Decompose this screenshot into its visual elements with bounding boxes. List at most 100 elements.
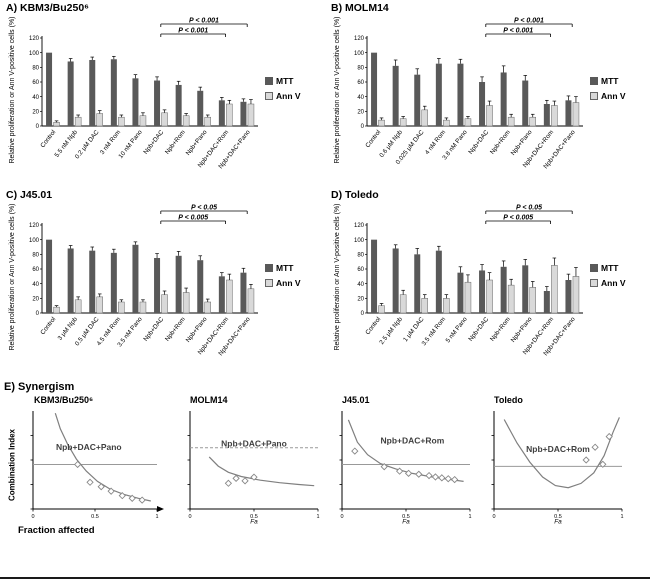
svg-text:100: 100 — [29, 238, 40, 244]
svg-text:60: 60 — [357, 267, 364, 273]
mtt-swatch-icon — [590, 77, 598, 85]
combination-index-text: Combination Index — [7, 429, 16, 501]
legend-label-annv: Ann V — [276, 91, 301, 101]
mini-plot-kbm3: KBM3/Bu250⁶ Combination Index 0 0.5 1 Npb+D… — [4, 395, 176, 536]
svg-text:Npb+Rom: Npb+Rom — [489, 316, 512, 343]
legend-label-annv: Ann V — [601, 278, 626, 288]
y-axis-label-c: Relative proliferation or Ann V-positive… — [4, 201, 22, 373]
svg-text:0.5: 0.5 — [402, 514, 410, 520]
svg-text:0: 0 — [492, 514, 495, 520]
svg-text:0: 0 — [188, 514, 191, 520]
svg-text:1 μM DAC: 1 μM DAC — [402, 316, 426, 344]
synergism-title: E) Synergism — [4, 381, 75, 393]
svg-text:3 μM Npb: 3 μM Npb — [57, 316, 80, 342]
svg-text:Control: Control — [39, 316, 57, 336]
annv-swatch-icon — [265, 92, 273, 100]
synergism-panel: E) Synergism KBM3/Bu250⁶ Combination Ind… — [0, 381, 650, 536]
svg-text:0: 0 — [340, 514, 343, 520]
y-axis-label-text: Relative proliferation or Ann V-positive… — [333, 16, 341, 164]
svg-text:Npb+DAC+Rom: Npb+DAC+Rom — [381, 435, 445, 445]
svg-text:0: 0 — [36, 311, 40, 317]
svg-text:20: 20 — [32, 110, 39, 116]
svg-text:Control: Control — [39, 129, 57, 149]
mini-plot-toledo: Toledo 0 0.5 1 Npb+DAC+Rom Fa — [480, 395, 632, 536]
chart-row-d: Relative proliferation or Ann V-positive… — [329, 201, 650, 373]
mini-title-j4501: J45.01 — [342, 395, 370, 405]
svg-text:Npb+DAC+Pano: Npb+DAC+Pano — [221, 438, 287, 448]
legend-item-mtt: MTT — [590, 76, 626, 86]
legend-label-mtt: MTT — [276, 76, 294, 86]
panel-title-c: C) J45.01 — [6, 189, 53, 201]
legend-item-annv: Ann V — [265, 91, 301, 101]
legend-label-annv: Ann V — [276, 278, 301, 288]
svg-text:60: 60 — [32, 80, 39, 86]
svg-text:120: 120 — [354, 36, 365, 42]
legend-item-mtt: MTT — [590, 263, 626, 273]
legend-label-annv: Ann V — [601, 91, 626, 101]
y-axis-label-d: Relative proliferation or Ann V-positive… — [329, 201, 347, 373]
svg-text:2.5 μM Npb: 2.5 μM Npb — [378, 316, 404, 346]
scatter-plot-kbm3: 0 0.5 1 Npb+DAC+Pano — [30, 411, 164, 520]
svg-text:120: 120 — [29, 223, 40, 229]
svg-text:Npb+DAC: Npb+DAC — [142, 129, 165, 156]
svg-text:Npb+Rom: Npb+Rom — [164, 129, 187, 156]
svg-text:20: 20 — [357, 297, 364, 303]
svg-text:5 nM Pano: 5 nM Pano — [445, 316, 470, 345]
mini-title-molm14: MOLM14 — [190, 395, 228, 405]
svg-text:40: 40 — [357, 95, 364, 101]
fraction-affected-label: Fraction affected — [18, 525, 95, 536]
mini-body: 0 0.5 1 Npb+DAC+Pano Fa — [176, 405, 328, 525]
svg-text:Npb+DAC: Npb+DAC — [467, 129, 490, 156]
mini-plot-j4501: J45.01 0 0.5 1 Npb+DAC+Rom Fa — [328, 395, 480, 536]
panel-kbm3: A) KBM3/Bu250⁶ Relative proliferation or… — [0, 2, 325, 189]
mtt-swatch-icon — [265, 264, 273, 272]
svg-text:3 nM Rom: 3 nM Rom — [99, 129, 122, 156]
svg-text:P < 0.05: P < 0.05 — [516, 205, 542, 212]
svg-text:80: 80 — [357, 253, 364, 259]
svg-text:Npb+DAC+Pano: Npb+DAC+Pano — [56, 442, 122, 452]
legend-item-annv: Ann V — [590, 278, 626, 288]
legend-c: MTT Ann V — [265, 263, 301, 288]
svg-text:20: 20 — [32, 297, 39, 303]
svg-text:P < 0.001: P < 0.001 — [189, 18, 219, 25]
svg-text:P < 0.005: P < 0.005 — [503, 215, 533, 222]
annv-swatch-icon — [590, 279, 598, 287]
y-axis-label-text: Relative proliferation or Ann V-positive… — [8, 16, 16, 164]
svg-text:4 nM Rom: 4 nM Rom — [424, 129, 447, 156]
svg-text:1: 1 — [468, 514, 471, 520]
synergism-row: KBM3/Bu250⁶ Combination Index 0 0.5 1 Npb+D… — [4, 395, 650, 536]
svg-text:Control: Control — [364, 316, 382, 336]
annv-swatch-icon — [590, 92, 598, 100]
svg-text:P < 0.005: P < 0.005 — [178, 215, 208, 222]
scatter-plot-toledo: 0 0.5 1 Npb+DAC+Rom Fa — [491, 411, 624, 526]
mini-plot-molm14: MOLM14 0 0.5 1 Npb+DAC+Pano Fa — [176, 395, 328, 536]
mini-body: Combination Index 0 0.5 1 Npb+DAC+Pano — [4, 405, 176, 525]
svg-text:80: 80 — [32, 66, 39, 72]
y-axis-label-text: Relative proliferation or Ann V-positive… — [333, 203, 341, 351]
svg-text:0: 0 — [361, 311, 365, 317]
legend-a: MTT Ann V — [265, 76, 301, 101]
mtt-swatch-icon — [590, 264, 598, 272]
svg-text:0.5: 0.5 — [554, 514, 562, 520]
chart-row-b: Relative proliferation or Ann V-positive… — [329, 14, 650, 186]
mini-body: 0 0.5 1 Npb+DAC+Rom Fa — [480, 405, 632, 525]
combination-index-axis-label: Combination Index — [4, 405, 19, 525]
y-axis-label-b: Relative proliferation or Ann V-positive… — [329, 14, 347, 186]
svg-text:1: 1 — [620, 514, 623, 520]
svg-text:P < 0.001: P < 0.001 — [514, 18, 544, 25]
panel-title-d: D) Toledo — [331, 189, 379, 201]
svg-text:P < 0.001: P < 0.001 — [178, 28, 208, 35]
annv-swatch-icon — [265, 279, 273, 287]
panel-title-b: B) MOLM14 — [331, 2, 389, 14]
svg-text:60: 60 — [357, 80, 364, 86]
svg-text:0.5: 0.5 — [250, 514, 258, 520]
legend-item-mtt: MTT — [265, 76, 301, 86]
svg-text:20: 20 — [357, 110, 364, 116]
legend-item-annv: Ann V — [265, 278, 301, 288]
legend-b: MTT Ann V — [590, 76, 626, 101]
svg-text:Npb+Rom: Npb+Rom — [164, 316, 187, 343]
legend-item-mtt: MTT — [265, 263, 301, 273]
svg-text:Fa: Fa — [554, 519, 562, 526]
